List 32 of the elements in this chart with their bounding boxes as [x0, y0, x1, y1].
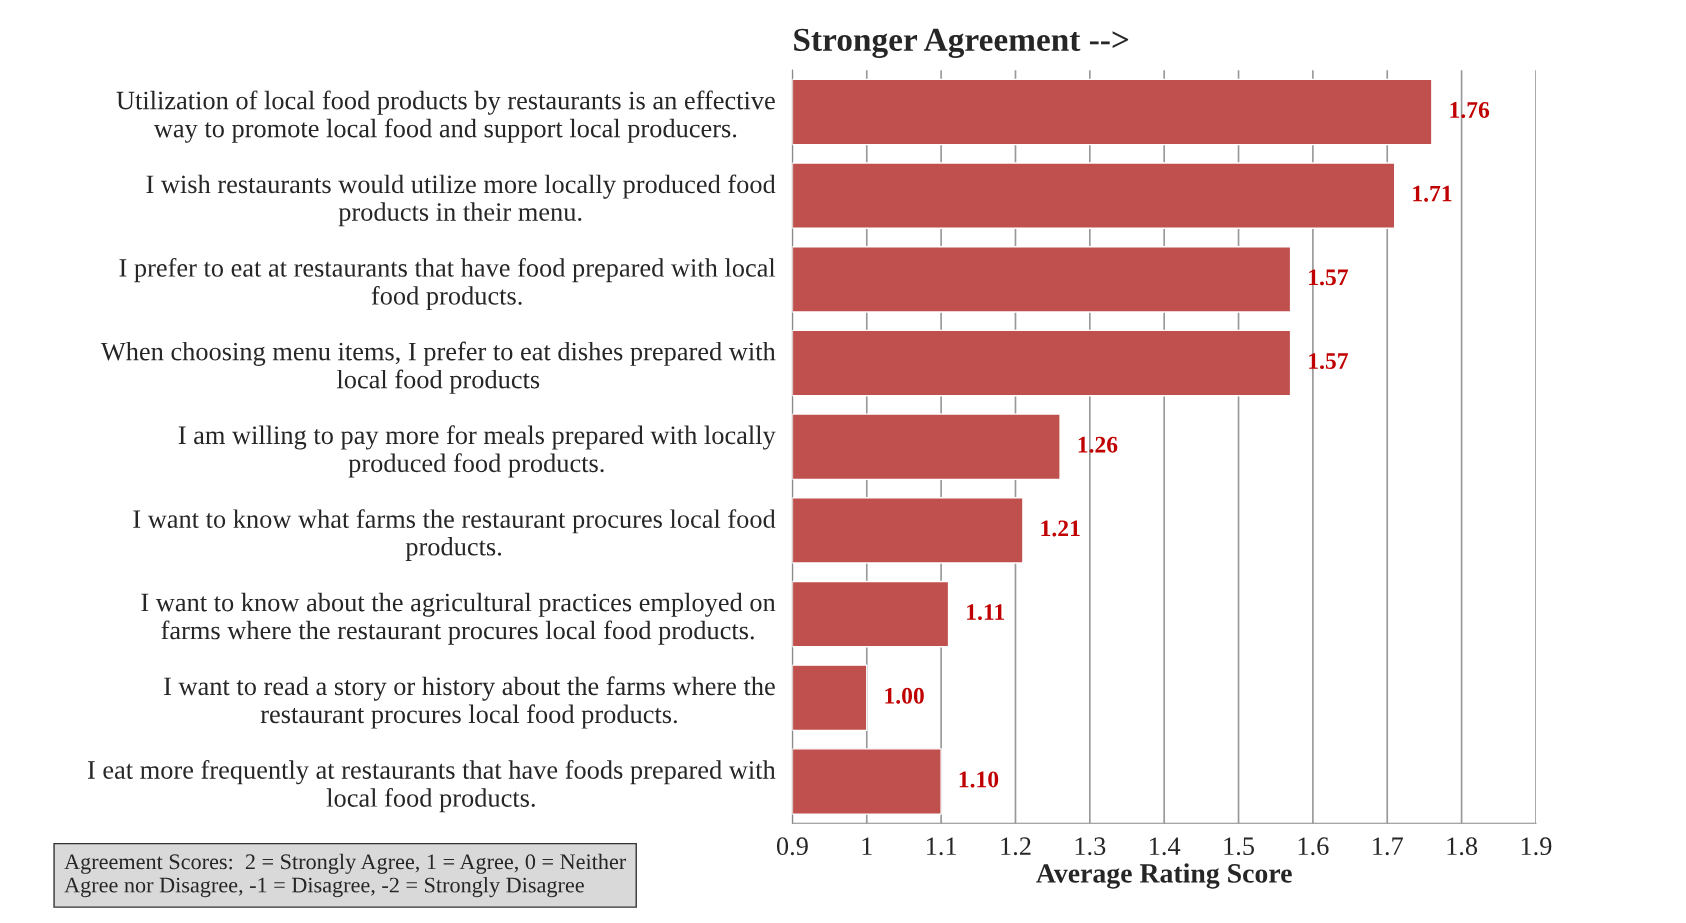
y-tick-label: When choosing menu items, I prefer to eat dishes prepared with local food products [100, 341, 776, 394]
y-tick-label: I wish restaurants would utilize more locally produced food products in their menu. [146, 174, 776, 227]
data-label: 1.76 [1450, 102, 1490, 118]
y-tick-label: I want to know what farms the restaurant procures local food products. [133, 509, 776, 561]
data-label: 1.26 [1078, 436, 1118, 453]
x-tick-label: 1 [862, 837, 872, 855]
x-tick-label: 1.7 [1373, 837, 1403, 856]
x-tick-label: 1.8 [1447, 837, 1478, 856]
y-tick-label: I eat more frequently at restaurants that have foods prepared with local food products. [87, 760, 776, 813]
y-tick-label: I want to read a story or history about the farms where the restaurant procures local food products. [164, 676, 775, 729]
x-tick-label: 1.5 [1224, 837, 1254, 856]
y-tick-label: I prefer to eat at restaurants that have food prepared with local food products. [119, 257, 776, 311]
chart-title: Stronger Agreement --> [794, 28, 1129, 59]
data-label: 1.57 [1309, 353, 1348, 370]
x-tick-label: 1.1 [926, 837, 957, 856]
x-tick-label: 1.9 [1521, 837, 1552, 856]
text: Agreement Scores: 2 = Strongly Agree, 1 = Agree, 0 = Neither Agree nor Disagree, -1 = Disagree, -2 = Strongly Disagree [64, 853, 627, 898]
data-label: 1.21 [1041, 520, 1080, 537]
data-label: 1.57 [1309, 269, 1348, 286]
data-label: 1.10 [959, 771, 999, 788]
x-tick-label: 1.6 [1298, 837, 1329, 856]
data-label: 1.00 [885, 687, 924, 704]
data-label: 1.11 [967, 604, 1005, 621]
x-axis-title: Average Rating Score [1036, 863, 1292, 889]
x-tick-label: 0.9 [776, 837, 808, 856]
data-label: 1.71 [1413, 185, 1452, 202]
x-tick-label: 1.2 [1001, 837, 1031, 856]
y-tick-label: I want to know about the agricultural practices employed on farms where the restaurant procures local food products. [141, 592, 776, 645]
x-tick-label: 1.4 [1150, 837, 1181, 856]
x-tick-label: 1.3 [1075, 837, 1106, 856]
y-tick-label: Utilization of local food products by restaurants is an effective way to promote local food and support local producers. [116, 90, 775, 143]
y-tick-label: I am willing to pay more for meals prepared with locally produced food products. [178, 425, 776, 478]
